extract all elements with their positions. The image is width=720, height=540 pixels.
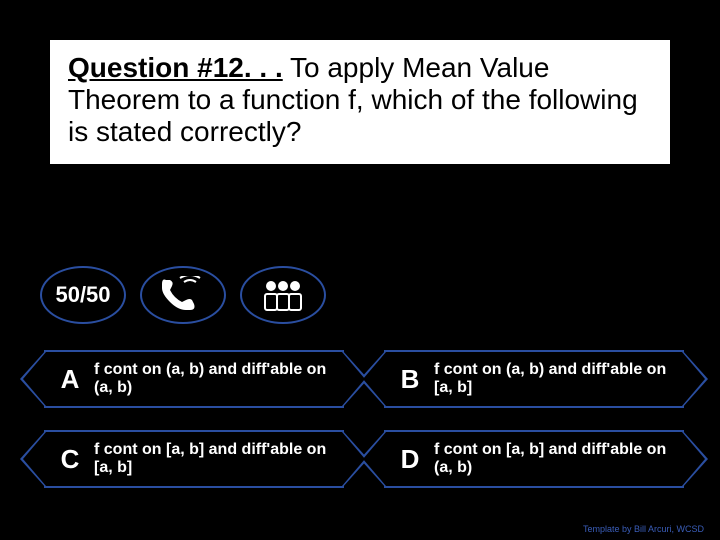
audience-icon — [260, 276, 306, 314]
question-label: Question #12. . . — [68, 52, 283, 83]
answer-d-text: f cont on [a, b] and diff'able on (a, b) — [434, 441, 682, 478]
answer-c-text: f cont on [a, b] and diff'able on [a, b] — [94, 441, 342, 478]
answers-grid: A f cont on (a, b) and diff'able on (a, … — [44, 350, 684, 488]
phone-icon — [160, 276, 206, 314]
answer-a[interactable]: A f cont on (a, b) and diff'able on (a, … — [44, 350, 344, 408]
lifeline-fifty-label: 50/50 — [55, 282, 110, 308]
lifeline-fifty-fifty[interactable]: 50/50 — [40, 266, 126, 324]
answer-d-letter: D — [386, 444, 434, 475]
answer-b-letter: B — [386, 364, 434, 395]
answer-a-letter: A — [46, 364, 94, 395]
answer-d[interactable]: D f cont on [a, b] and diff'able on (a, … — [384, 430, 684, 488]
answer-c-letter: C — [46, 444, 94, 475]
answer-b[interactable]: B f cont on (a, b) and diff'able on [a, … — [384, 350, 684, 408]
answer-a-text: f cont on (a, b) and diff'able on (a, b) — [94, 361, 342, 398]
template-credit: Template by Bill Arcuri, WCSD — [583, 524, 704, 534]
answer-b-text: f cont on (a, b) and diff'able on [a, b] — [434, 361, 682, 398]
answer-c[interactable]: C f cont on [a, b] and diff'able on [a, … — [44, 430, 344, 488]
lifeline-phone-a-friend[interactable] — [140, 266, 226, 324]
lifelines-row: 50/50 — [40, 260, 680, 330]
lifeline-ask-the-audience[interactable] — [240, 266, 326, 324]
question-box: Question #12. . . To apply Mean Value Th… — [50, 40, 670, 164]
